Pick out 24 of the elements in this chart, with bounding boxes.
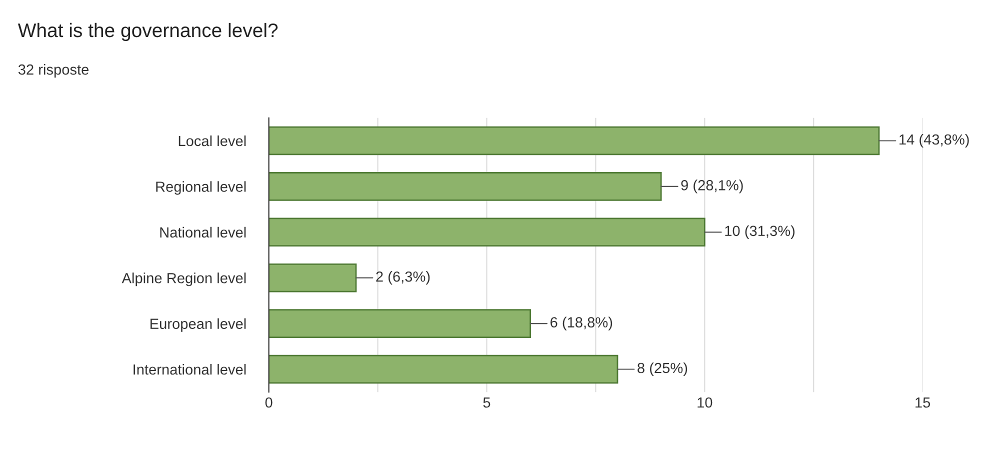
bar <box>268 172 662 201</box>
bar <box>268 354 618 384</box>
x-tick-label: 0 <box>265 397 272 408</box>
y-tick-label: International level <box>134 364 246 375</box>
x-tick-label: 5 <box>483 398 490 408</box>
bar <box>268 126 880 156</box>
x-tick-label: 15 <box>916 398 930 408</box>
bar <box>268 218 706 247</box>
data-label: 14 (43,8%) <box>900 134 969 148</box>
y-tick-label: Alpine Region level <box>122 272 246 286</box>
text: 32 risposte <box>18 64 89 78</box>
data-label: 6 (18,8%) <box>550 316 612 330</box>
data-label: 2 (6,3%) <box>376 271 430 285</box>
data-label: 9 (28,1%) <box>681 180 743 194</box>
data-label: 10 (31,3%) <box>725 225 795 239</box>
data-label: 8 (25%) <box>638 362 688 376</box>
y-tick-label: Regional level <box>156 181 246 195</box>
bar <box>268 263 357 292</box>
y-tick-label: National level <box>160 226 246 238</box>
chart-title: What is the governance level? <box>18 22 278 42</box>
y-tick-label: European level <box>150 318 246 332</box>
bar <box>268 309 532 338</box>
x-tick-label: 10 <box>698 397 712 408</box>
y-tick-label: Local level <box>178 135 246 146</box>
